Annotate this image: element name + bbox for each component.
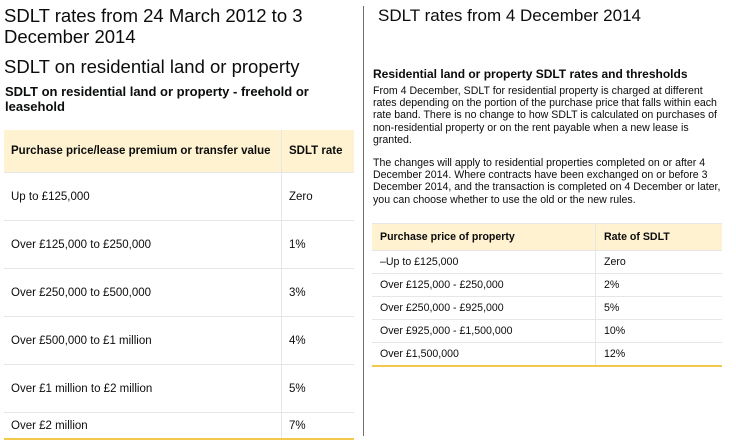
table-row: Over £250,000 - £925,000 5% [372, 296, 722, 320]
rate-cell: 7% [281, 412, 354, 440]
old-rates-table: Purchase price/lease premium or transfer… [4, 130, 354, 440]
table-row: Over £125,000 to £250,000 1% [4, 220, 354, 269]
price-cell: Over £500,000 to £1 million [4, 316, 282, 365]
right-column: SDLT rates from 4 December 2014 Resident… [372, 0, 728, 367]
price-cell: Over £125,000 to £250,000 [4, 220, 282, 269]
table-row: –Up to £125,000 Zero [372, 250, 722, 274]
price-cell: Up to £125,000 [4, 172, 282, 221]
left-table-caption: SDLT on residential land or property - f… [5, 84, 309, 114]
rate-cell: 3% [281, 268, 354, 317]
rate-cell: Zero [281, 172, 354, 221]
left-column: SDLT rates from 24 March 2012 to 3 Decem… [4, 0, 356, 440]
price-cell: Over £250,000 to £500,000 [4, 268, 282, 317]
new-rates-table: Purchase price of property Rate of SDLT … [372, 222, 722, 367]
column-header-price: Purchase price of property [372, 222, 596, 251]
table-row: Over £250,000 to £500,000 3% [4, 268, 354, 317]
rate-cell: 2% [595, 273, 722, 297]
table-row: Up to £125,000 Zero [4, 172, 354, 221]
price-cell: Over £1,500,000 [372, 342, 596, 367]
table-row: Over £925,000 - £1,500,000 10% [372, 319, 722, 343]
column-header-price: Purchase price/lease premium or transfer… [4, 130, 282, 173]
table-row: Over £125,000 - £250,000 2% [372, 273, 722, 297]
left-page-title: SDLT rates from 24 March 2012 to 3 Decem… [4, 5, 303, 47]
changes-paragraph: The changes will apply to residential pr… [373, 157, 721, 206]
right-section-heading: Residential land or property SDLT rates … [373, 67, 688, 81]
rate-cell: 5% [595, 296, 722, 320]
table-row: Over £1,500,000 12% [372, 342, 722, 367]
right-page-title: SDLT rates from 4 December 2014 [378, 6, 641, 25]
price-cell: Over £925,000 - £1,500,000 [372, 319, 596, 343]
column-header-rate: SDLT rate [281, 130, 354, 173]
rate-cell: 12% [595, 342, 722, 367]
price-cell: Over £2 million [4, 412, 282, 440]
table-header-row: Purchase price/lease premium or transfer… [4, 130, 354, 173]
rate-cell: Zero [595, 250, 722, 274]
column-divider [363, 6, 364, 436]
intro-paragraph: From 4 December, SDLT for residential pr… [373, 85, 717, 146]
rate-cell: 1% [281, 220, 354, 269]
table-row: Over £1 million to £2 million 5% [4, 364, 354, 413]
column-header-rate: Rate of SDLT [595, 222, 722, 251]
price-cell: –Up to £125,000 [372, 250, 596, 274]
price-cell: Over £1 million to £2 million [4, 364, 282, 413]
rate-cell: 10% [595, 319, 722, 343]
price-cell: Over £250,000 - £925,000 [372, 296, 596, 320]
left-section-heading: SDLT on residential land or property [4, 56, 300, 77]
rate-cell: 4% [281, 316, 354, 365]
price-cell: Over £125,000 - £250,000 [372, 273, 596, 297]
table-header-row: Purchase price of property Rate of SDLT [372, 222, 722, 251]
table-row: Over £500,000 to £1 million 4% [4, 316, 354, 365]
table-row: Over £2 million 7% [4, 412, 354, 440]
rate-cell: 5% [281, 364, 354, 413]
